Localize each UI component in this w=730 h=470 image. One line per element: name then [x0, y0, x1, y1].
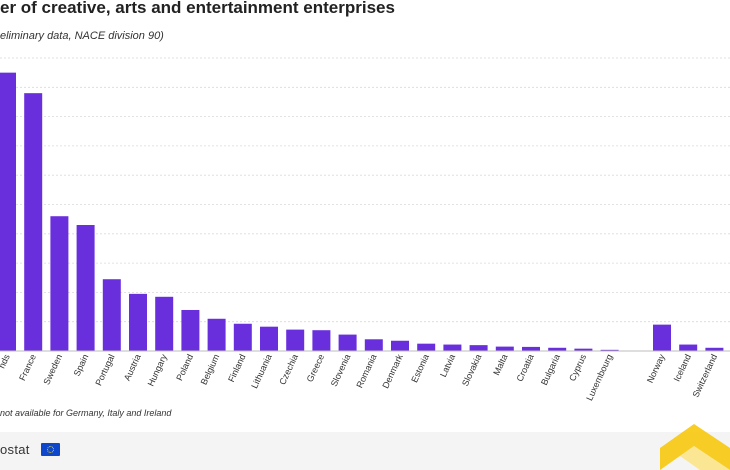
bar	[443, 344, 462, 351]
category-label: Estonia	[409, 353, 431, 384]
category-label: Austria	[122, 353, 143, 383]
category-label: France	[17, 353, 38, 383]
category-label: Latvia	[438, 353, 457, 379]
bar	[338, 334, 357, 351]
bar	[0, 72, 16, 352]
bar	[495, 346, 514, 351]
bar	[574, 348, 593, 351]
bar	[417, 343, 436, 351]
category-label: Switzerland	[690, 353, 719, 399]
category-label: Greece	[305, 353, 327, 384]
bar	[548, 347, 567, 351]
category-label: Iceland	[672, 353, 693, 384]
category-label: Lithuania	[249, 353, 274, 390]
category-label: Sweden	[41, 353, 64, 387]
eu-flag-icon	[41, 443, 60, 456]
corner-chevron-icon	[660, 424, 730, 470]
category-label: Hungary	[146, 352, 170, 388]
bar	[522, 346, 540, 351]
category-label: Cyprus	[567, 352, 588, 383]
bar	[653, 324, 671, 351]
gridlines	[0, 57, 730, 323]
category-label: nds	[0, 352, 12, 370]
category-label: Portugal	[93, 353, 116, 388]
bar	[181, 309, 200, 351]
bar	[286, 329, 305, 351]
bar	[207, 318, 226, 351]
category-label: Belgium	[199, 353, 222, 387]
bar	[129, 293, 147, 351]
category-label: Malta	[491, 353, 509, 377]
bar	[155, 296, 174, 351]
bar	[469, 345, 488, 351]
category-label: Bulgaria	[539, 353, 562, 387]
bar	[50, 216, 69, 351]
bar	[391, 340, 409, 351]
bar	[260, 326, 278, 351]
bar-chart: nds France Sweden Spain Portugal Austria Hunga…	[0, 57, 730, 402]
chart-title: er of creative, arts and entertainment e…	[0, 0, 395, 17]
category-label: Slovenia	[329, 353, 353, 389]
bar	[679, 344, 698, 351]
category-label: Spain	[72, 353, 91, 378]
category-label: Romania	[354, 353, 378, 390]
bar	[312, 330, 331, 351]
category-label: Luxembourg	[584, 353, 614, 403]
bar	[102, 279, 121, 351]
category-label: Croatia	[514, 353, 535, 384]
bars	[0, 72, 724, 352]
category-label: Slovakia	[460, 353, 483, 388]
footer-bar: ostat	[0, 432, 730, 470]
category-label: Poland	[174, 353, 195, 383]
chart-subtitle: eliminary data, NACE division 90)	[0, 30, 164, 42]
category-labels: nds France Sweden Spain Portugal Austria Hunga…	[0, 352, 719, 402]
bar	[364, 339, 383, 351]
eurostat-logo-text: ostat	[0, 442, 30, 457]
bar	[233, 323, 252, 351]
bar	[600, 349, 619, 351]
category-label: Czechia	[277, 353, 300, 387]
category-label: Norway	[645, 352, 667, 384]
category-label: Denmark	[380, 352, 405, 390]
bar	[24, 93, 43, 351]
footnote: not available for Germany, Italy and Ire…	[0, 408, 172, 418]
bar	[705, 347, 724, 351]
category-label: Finland	[226, 353, 248, 384]
bar	[76, 225, 95, 351]
